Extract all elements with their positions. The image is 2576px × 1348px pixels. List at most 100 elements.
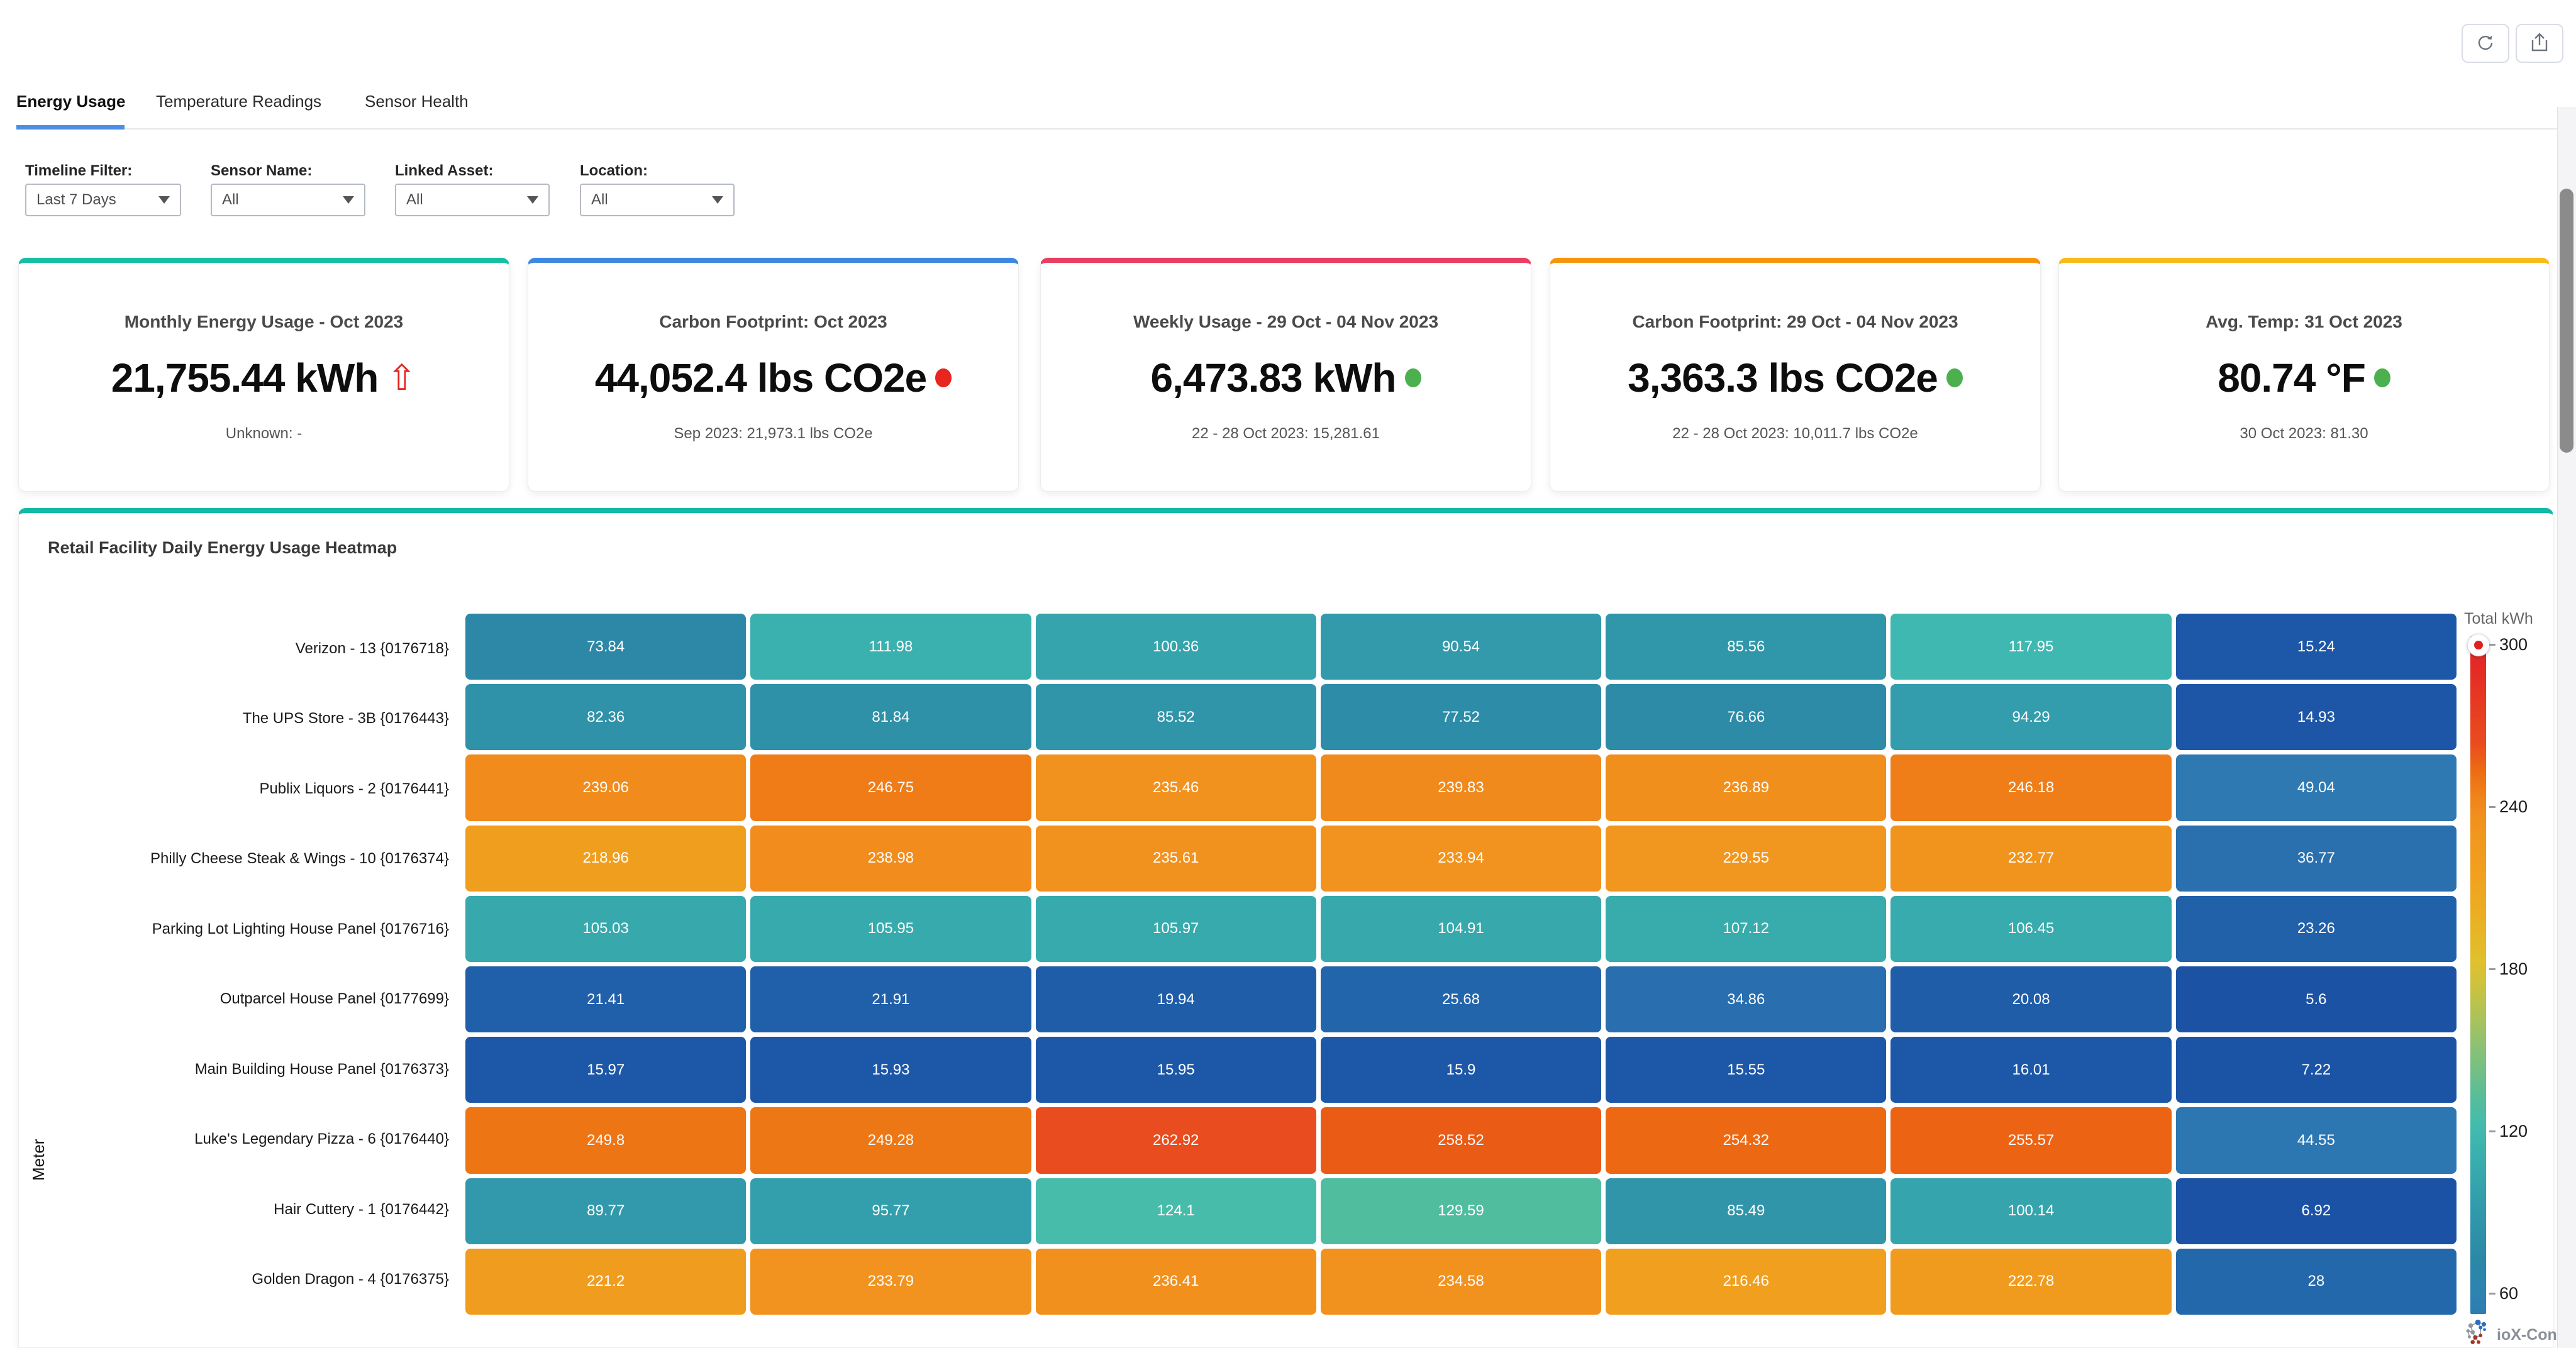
kpi-card-monthly-energy: Monthly Energy Usage - Oct 2023 21,755.4… [18, 258, 509, 492]
heatmap-cell[interactable]: 258.52 [1320, 1107, 1602, 1174]
heatmap-cell[interactable]: 90.54 [1320, 614, 1602, 680]
tab-energy-usage[interactable]: Energy Usage [16, 92, 126, 111]
heatmap-cell[interactable]: 236.89 [1606, 754, 1887, 821]
heatmap-cell[interactable]: 236.41 [1035, 1248, 1316, 1315]
heatmap-cell[interactable]: 238.98 [750, 825, 1031, 892]
heatmap-cell[interactable]: 111.98 [750, 614, 1031, 680]
heatmap-cell[interactable]: 105.95 [750, 895, 1031, 962]
heatmap-cell[interactable]: 15.55 [1606, 1037, 1887, 1103]
heatmap-cell[interactable]: 233.94 [1320, 825, 1602, 892]
heatmap-cell[interactable]: 21.41 [465, 966, 747, 1033]
heatmap-cell[interactable]: 246.18 [1890, 754, 2172, 821]
refresh-button[interactable] [2462, 24, 2509, 63]
heatmap-cell[interactable]: 106.45 [1890, 895, 2172, 962]
heatmap-cell[interactable]: 34.86 [1606, 966, 1887, 1033]
heatmap-cell[interactable]: 20.08 [1890, 966, 2172, 1033]
location-label: Location: [580, 162, 648, 179]
chevron-down-icon [158, 196, 170, 204]
heatmap-cell[interactable]: 129.59 [1320, 1178, 1602, 1244]
kpi-card-weekly-usage: Weekly Usage - 29 Oct - 04 Nov 2023 6,47… [1040, 258, 1531, 492]
heatmap-cell[interactable]: 15.95 [1035, 1037, 1316, 1103]
heatmap-cell[interactable]: 25.68 [1320, 966, 1602, 1033]
heatmap-cell[interactable]: 254.32 [1606, 1107, 1887, 1174]
share-icon [2528, 31, 2551, 56]
heatmap-cell[interactable]: 124.1 [1035, 1178, 1316, 1244]
heatmap-cell[interactable]: 73.84 [465, 614, 747, 680]
sensor-name-dropdown[interactable]: All [211, 184, 365, 216]
colorbar-tick: 180 [2489, 959, 2528, 979]
heatmap-cell[interactable]: 232.77 [1890, 825, 2172, 892]
scrollbar-track[interactable] [2557, 107, 2576, 1348]
heatmap-cell[interactable]: 6.92 [2175, 1178, 2457, 1244]
timeline-filter-dropdown[interactable]: Last 7 Days [25, 184, 181, 216]
heatmap-cell[interactable]: 235.46 [1035, 754, 1316, 821]
heatmap-cell[interactable]: 255.57 [1890, 1107, 2172, 1174]
heatmap-cell[interactable]: 249.8 [465, 1107, 747, 1174]
heatmap-cell[interactable]: 49.04 [2175, 754, 2457, 821]
heatmap-cell[interactable]: 262.92 [1035, 1107, 1316, 1174]
heatmap-cell[interactable]: 229.55 [1606, 825, 1887, 892]
share-button[interactable] [2516, 24, 2563, 63]
sensor-name-label: Sensor Name: [211, 162, 313, 179]
heatmap-cell[interactable]: 81.84 [750, 684, 1031, 751]
heatmap-cell[interactable]: 117.95 [1890, 614, 2172, 680]
heatmap-cell[interactable]: 82.36 [465, 684, 747, 751]
heatmap-cell[interactable]: 95.77 [750, 1178, 1031, 1244]
heatmap-cell[interactable]: 19.94 [1035, 966, 1316, 1033]
heatmap-cell[interactable]: 44.55 [2175, 1107, 2457, 1174]
heatmap-grid: 73.84 111.98 100.36 90.54 85.56 117.95 15.24 82… [465, 614, 2457, 1315]
heatmap-cell[interactable]: 105.03 [465, 895, 747, 962]
heatmap-cell[interactable]: 235.61 [1035, 825, 1316, 892]
heatmap-cell[interactable]: 76.66 [1606, 684, 1887, 751]
heatmap-cell[interactable]: 221.2 [465, 1248, 747, 1315]
heatmap-cell[interactable]: 28 [2175, 1248, 2457, 1315]
heatmap-cell[interactable]: 234.58 [1320, 1248, 1602, 1315]
card-value: 44,052.4 lbs CO2e [594, 355, 927, 401]
tick-label: 300 [2499, 634, 2528, 654]
heatmap-cell[interactable]: 85.49 [1606, 1178, 1887, 1244]
heatmap-cell[interactable]: 15.9 [1320, 1037, 1602, 1103]
colorbar-title: Total kWh [2464, 610, 2533, 627]
heatmap-cell[interactable]: 15.97 [465, 1037, 747, 1103]
heatmap-cell[interactable]: 7.22 [2175, 1037, 2457, 1103]
heatmap-cell[interactable]: 249.28 [750, 1107, 1031, 1174]
heatmap-cell[interactable]: 100.36 [1035, 614, 1316, 680]
tick-dash [2489, 643, 2496, 646]
heatmap-cell[interactable]: 15.93 [750, 1037, 1031, 1103]
heatmap-cell[interactable]: 85.56 [1606, 614, 1887, 680]
heatmap-cell[interactable]: 222.78 [1890, 1248, 2172, 1315]
heatmap-cell[interactable]: 94.29 [1890, 684, 2172, 751]
heatmap-cell[interactable]: 239.06 [465, 754, 747, 821]
heatmap-cell[interactable]: 89.77 [465, 1178, 747, 1244]
heatmap-cell[interactable]: 16.01 [1890, 1037, 2172, 1103]
heatmap-cell[interactable]: 218.96 [465, 825, 747, 892]
card-title: Monthly Energy Usage - Oct 2023 [124, 311, 404, 331]
colorbar-tick: 120 [2489, 1121, 2528, 1141]
heatmap-cell[interactable]: 216.46 [1606, 1248, 1887, 1315]
kpi-card-avg-temp: Avg. Temp: 31 Oct 2023 80.74 °F 30 Oct 2… [2058, 258, 2550, 492]
row-label: Parking Lot Lighting House Panel {017671… [152, 920, 449, 937]
heatmap-cell[interactable]: 77.52 [1320, 684, 1602, 751]
colorbar-gradient [2470, 636, 2486, 1314]
heatmap-cell[interactable]: 239.83 [1320, 754, 1602, 821]
heatmap-cell[interactable]: 85.52 [1035, 684, 1316, 751]
tab-sensor-health[interactable]: Sensor Health [365, 92, 469, 111]
linked-asset-dropdown[interactable]: All [395, 184, 550, 216]
heatmap-cell[interactable]: 5.6 [2175, 966, 2457, 1033]
heatmap-cell[interactable]: 104.91 [1320, 895, 1602, 962]
heatmap-cell[interactable]: 15.24 [2175, 614, 2457, 680]
location-dropdown[interactable]: All [580, 184, 735, 216]
heatmap-cell[interactable]: 105.97 [1035, 895, 1316, 962]
scrollbar-thumb[interactable] [2560, 189, 2573, 453]
heatmap-cell[interactable]: 36.77 [2175, 825, 2457, 892]
heatmap-cell[interactable]: 23.26 [2175, 895, 2457, 962]
row-label: The UPS Store - 3B {0176443} [242, 710, 449, 727]
heatmap-cell[interactable]: 21.91 [750, 966, 1031, 1033]
dropdown-value: Last 7 Days [36, 191, 116, 208]
heatmap-cell[interactable]: 107.12 [1606, 895, 1887, 962]
tab-temperature-readings[interactable]: Temperature Readings [156, 92, 322, 111]
heatmap-cell[interactable]: 14.93 [2175, 684, 2457, 751]
heatmap-cell[interactable]: 246.75 [750, 754, 1031, 821]
heatmap-cell[interactable]: 100.14 [1890, 1178, 2172, 1244]
heatmap-cell[interactable]: 233.79 [750, 1248, 1031, 1315]
